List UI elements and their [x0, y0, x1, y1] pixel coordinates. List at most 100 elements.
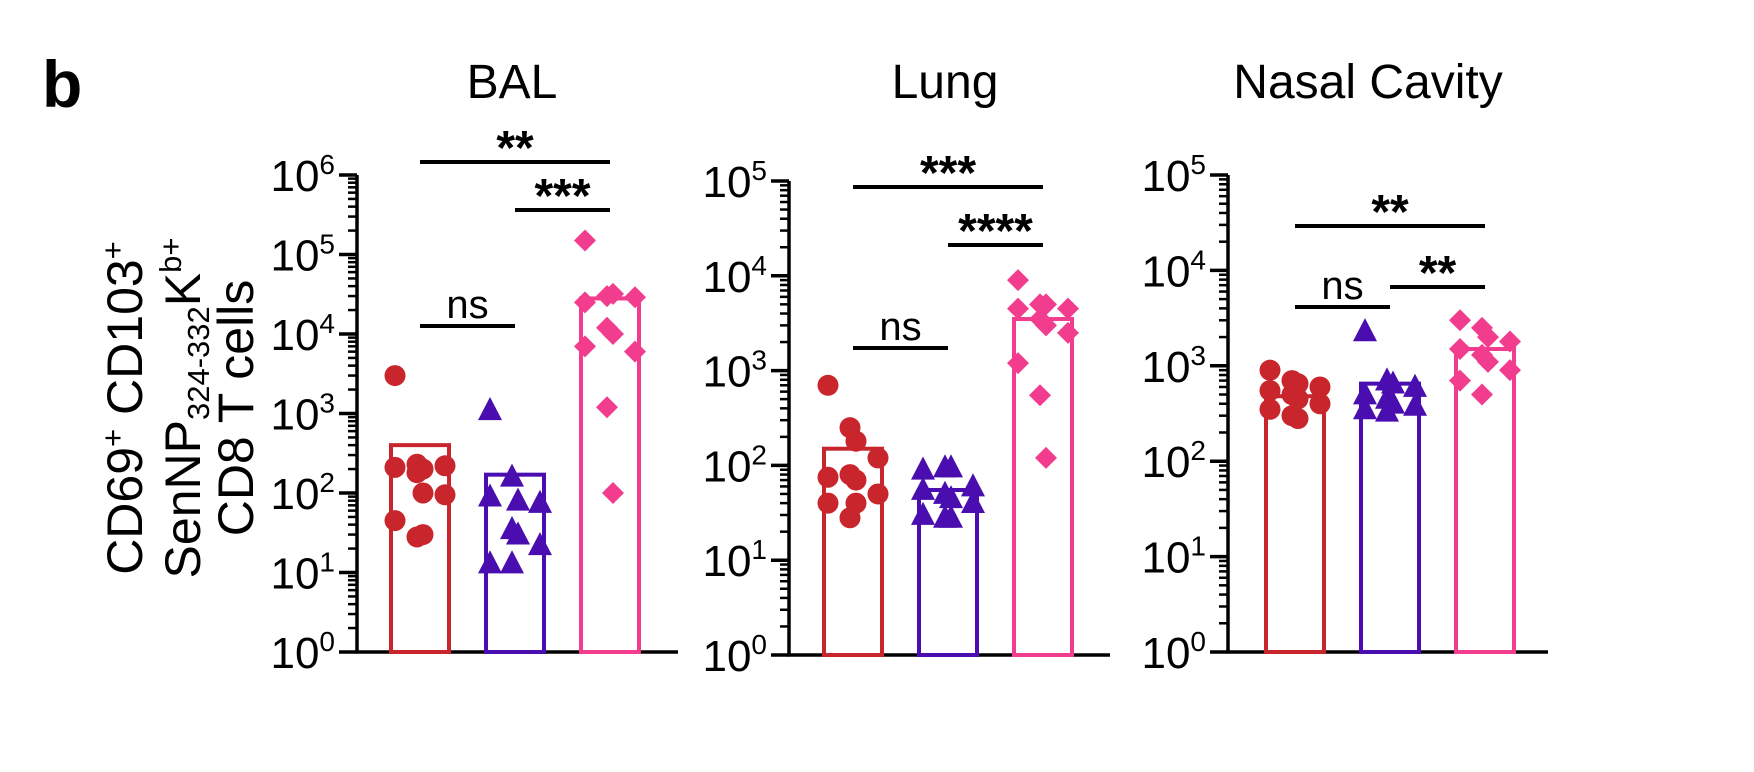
- significance-label: **: [496, 122, 534, 175]
- data-point: [1471, 383, 1493, 406]
- y-axis-label: CD69+ CD103+SenNP324-332Kb+CD8 T cells: [95, 238, 264, 579]
- data-point: [961, 473, 985, 497]
- significance-label: ns: [879, 305, 921, 349]
- data-point: [1449, 338, 1471, 361]
- data-point: [845, 469, 867, 491]
- data-point: [939, 485, 963, 509]
- data-point: [528, 532, 552, 556]
- data-point: [478, 483, 502, 507]
- tick-exponent: 6: [319, 149, 335, 180]
- data-point: [1287, 408, 1309, 430]
- data-point: [1259, 380, 1281, 402]
- data-point: [817, 374, 839, 396]
- data-point: [911, 456, 935, 480]
- tick-exponent: 1: [319, 547, 335, 578]
- data-point: [1353, 318, 1377, 342]
- data-point: [384, 456, 406, 478]
- tick-base: 10: [270, 152, 319, 201]
- data-point: [939, 454, 963, 478]
- data-point: [384, 365, 406, 387]
- y-tick-label: 103: [270, 388, 335, 440]
- tick-exponent: 5: [751, 155, 767, 186]
- data-point: [1309, 376, 1331, 398]
- tick-exponent: 2: [1190, 435, 1206, 466]
- data-point: [412, 482, 434, 504]
- data-point: [384, 510, 406, 532]
- data-point: [867, 447, 889, 469]
- data-point: [845, 430, 867, 452]
- y-tick-label: 105: [270, 229, 335, 281]
- data-point: [911, 476, 935, 500]
- label-text: CD69: [97, 447, 153, 575]
- bar: [1012, 317, 1074, 657]
- tick-exponent: 4: [1190, 245, 1206, 276]
- chart-title: Lung: [892, 56, 999, 109]
- data-point: [1007, 297, 1029, 320]
- data-point: [1007, 352, 1029, 375]
- data-point: [1449, 309, 1471, 332]
- tick-base: 10: [1141, 343, 1190, 392]
- tick-exponent: 3: [751, 345, 767, 376]
- data-point: [1353, 396, 1377, 420]
- tick-base: 10: [270, 311, 319, 360]
- tick-exponent: 0: [1190, 626, 1206, 657]
- data-point: [939, 504, 963, 528]
- data-point: [1287, 388, 1309, 410]
- y-tick-label: 102: [1141, 435, 1206, 487]
- data-point: [602, 482, 624, 504]
- data-point: [574, 229, 596, 252]
- data-point: [1353, 381, 1377, 405]
- data-point: [602, 282, 624, 305]
- significance-label: ns: [446, 283, 488, 327]
- significance-label: ***: [920, 147, 976, 200]
- y-tick-label: 102: [270, 467, 335, 519]
- significance-label: **: [1419, 247, 1457, 300]
- bar: [1264, 394, 1326, 655]
- tick-exponent: 0: [751, 629, 767, 660]
- tick-exponent: 4: [319, 308, 335, 339]
- tick-base: 10: [270, 232, 319, 281]
- tick-exponent: 3: [1190, 340, 1206, 371]
- tick-base: 10: [702, 158, 751, 207]
- bar: [389, 443, 451, 654]
- y-tick-label: 102: [702, 440, 767, 492]
- superscript: b+: [153, 238, 188, 273]
- data-point: [1057, 321, 1079, 344]
- y-axis-label-line: CD69+ CD103+: [95, 241, 153, 575]
- data-point: [1259, 359, 1281, 381]
- tick-base: 10: [270, 550, 319, 599]
- data-point: [1403, 373, 1427, 397]
- data-point: [434, 455, 456, 477]
- tick-base: 10: [1141, 629, 1190, 678]
- data-point: [500, 463, 524, 487]
- significance-label: ***: [534, 170, 590, 223]
- panel-label: b: [42, 47, 82, 121]
- tick-exponent: 2: [751, 440, 767, 471]
- y-tick-label: 100: [702, 629, 767, 681]
- significance-label: ****: [958, 205, 1033, 258]
- tick-exponent: 3: [319, 388, 335, 419]
- tick-base: 10: [702, 442, 751, 491]
- tick-base: 10: [702, 537, 751, 586]
- data-point: [1499, 359, 1521, 382]
- y-tick-label: 105: [1141, 149, 1206, 201]
- data-point: [1499, 330, 1521, 353]
- data-point: [1477, 350, 1499, 373]
- data-point: [1375, 398, 1399, 422]
- y-axis-label-line: CD8 T cells: [208, 280, 264, 537]
- tick-exponent: 2: [319, 467, 335, 498]
- data-point: [1057, 297, 1079, 320]
- tick-base: 10: [1141, 152, 1190, 201]
- data-point: [574, 291, 596, 314]
- data-point: [506, 521, 530, 545]
- data-point: [602, 323, 624, 345]
- data-point: [1477, 326, 1499, 349]
- data-point: [817, 492, 839, 514]
- data-point: [1449, 369, 1471, 392]
- y-tick-label: 104: [1141, 245, 1206, 297]
- data-point: [412, 524, 434, 546]
- tick-base: 10: [702, 348, 751, 397]
